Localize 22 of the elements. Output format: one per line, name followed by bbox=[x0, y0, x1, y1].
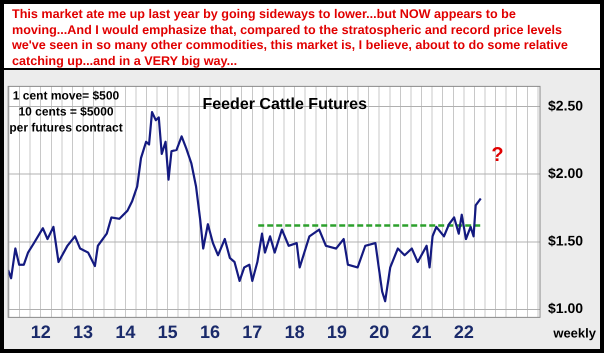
x-tick-label: 19 bbox=[326, 322, 347, 342]
x-tick-label: 21 bbox=[412, 322, 432, 342]
annotation: 1 cent move= $500 bbox=[12, 88, 120, 103]
annotation: ? bbox=[491, 144, 504, 166]
y-tick-label: $1.50 bbox=[548, 232, 584, 249]
x-tick-label: 18 bbox=[284, 322, 305, 342]
x-tick-label: 15 bbox=[158, 322, 178, 342]
x-tick-label: 17 bbox=[242, 322, 262, 342]
annotation: per futures contract bbox=[9, 120, 123, 135]
x-tick-label: 13 bbox=[73, 322, 94, 342]
text: This market ate me up last year by going sideways to lower...but NOW appears to be moving...And I would emphasize that, compared to the stratospheric and record price levels we've seen in so many other commodities, this market is, I believe, about to do some relative catching up...and in a VERY big way... bbox=[0, 0, 604, 70]
x-tick-label: 22 bbox=[454, 322, 474, 342]
y-tick-label: $1.00 bbox=[548, 300, 584, 316]
x-tick-label: 14 bbox=[115, 322, 136, 342]
text: weekly bbox=[552, 325, 597, 340]
x-tick-label: 16 bbox=[200, 322, 220, 342]
annotation: 10 cents = $5000 bbox=[18, 104, 114, 119]
y-tick-label: $2.50 bbox=[548, 98, 584, 114]
y-tick-label: $2.00 bbox=[548, 165, 584, 182]
text: Feeder Cattle Futures bbox=[202, 96, 368, 113]
x-tick-label: 12 bbox=[30, 322, 51, 342]
x-tick-label: 20 bbox=[369, 322, 390, 342]
